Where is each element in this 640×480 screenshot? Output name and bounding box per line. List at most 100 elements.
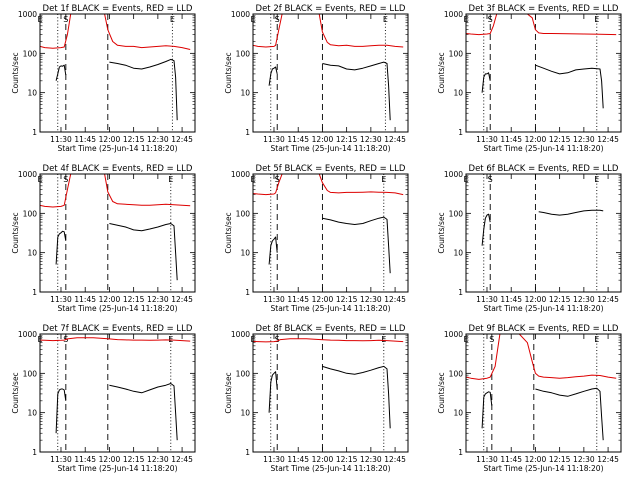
x-tick-label: 12:30	[573, 295, 595, 304]
y-tick-label: 1000	[231, 10, 250, 19]
panel-4: Det 4f BLACK = Events, RED = LLD 1 10 100 10…	[11, 164, 196, 313]
y-tick-label: 10	[240, 249, 250, 258]
panel-9: Det 9f BLACK = Events, RED = LLD 1 10 100 10…	[437, 324, 622, 473]
y-axis-label: Counts/sec	[11, 212, 20, 253]
y-axis-label: Counts/sec	[437, 52, 446, 93]
x-tick-label: 12:45	[597, 455, 619, 464]
x-tick-label: 12:30	[360, 295, 382, 304]
panel-title: Det 1f BLACK = Events, RED = LLD	[43, 4, 193, 14]
marker-label: E	[168, 335, 173, 344]
panel-7: Det 7f BLACK = Events, RED = LLD 1 10 100 10…	[11, 324, 196, 473]
y-axis-label: Counts/sec	[11, 52, 20, 93]
panel-grid: Det 1f BLACK = Events, RED = LLD 1 10 100 10…	[11, 4, 622, 473]
x-axis-label: Start Time (25-Jun-14 11:18:20)	[58, 464, 178, 473]
y-tick-label: 1000	[444, 330, 463, 339]
panel-1: Det 1f BLACK = Events, RED = LLD 1 10 100 10…	[11, 4, 196, 153]
panel-title: Det 9f BLACK = Events, RED = LLD	[469, 324, 619, 334]
x-tick-label: 12:30	[573, 455, 595, 464]
x-tick-label: 11:45	[287, 295, 309, 304]
x-tick-label: 12:45	[171, 135, 193, 144]
x-axis-label: Start Time (25-Jun-14 11:18:20)	[271, 464, 391, 473]
x-tick-label: 12:15	[549, 295, 571, 304]
plot-frame	[39, 173, 196, 293]
y-tick-label: 1	[32, 448, 37, 457]
y-axis-label: Counts/sec	[224, 212, 233, 253]
y-tick-label: 1	[245, 128, 250, 137]
marker-label: S	[63, 175, 68, 184]
series-line-events	[55, 223, 178, 281]
panel-3: Det 3f BLACK = Events, RED = LLD 1 10 100 10…	[437, 4, 622, 153]
y-tick-label: 1000	[18, 170, 37, 179]
x-tick-label: 12:15	[549, 455, 571, 464]
panel-title: Det 3f BLACK = Events, RED = LLD	[469, 4, 619, 14]
marker-label: E	[383, 15, 388, 24]
series-line-events	[481, 64, 604, 109]
series-line-events	[268, 365, 391, 429]
series-line-lld	[466, 14, 617, 36]
x-tick-label: 11:45	[74, 295, 96, 304]
x-tick-label: 12:30	[360, 455, 382, 464]
x-tick-label: 12:15	[123, 135, 145, 144]
x-tick-label: 12:00	[99, 135, 121, 144]
marker-label: S	[275, 175, 280, 184]
y-tick-label: 10	[27, 89, 37, 98]
x-tick-label: 12:00	[312, 455, 334, 464]
plot-frame	[39, 333, 196, 453]
x-tick-label: 11:30	[476, 135, 498, 144]
y-tick-label: 1	[458, 448, 463, 457]
y-axis-label: Counts/sec	[11, 372, 20, 413]
y-axis-label: Counts/sec	[224, 52, 233, 93]
x-tick-label: 12:15	[336, 295, 358, 304]
panel-2: Det 2f BLACK = Events, RED = LLD 1 10 100 10…	[224, 4, 409, 153]
marker-label: E	[170, 15, 175, 24]
x-tick-label: 12:15	[336, 135, 358, 144]
plot-frame	[465, 13, 622, 133]
y-tick-label: 10	[27, 409, 37, 418]
y-axis-label: Counts/sec	[437, 212, 446, 253]
x-tick-label: 12:45	[597, 135, 619, 144]
y-tick-label: 10	[453, 89, 463, 98]
x-tick-label: 11:30	[263, 455, 285, 464]
x-tick-label: 11:45	[74, 455, 96, 464]
x-axis-label: Start Time (25-Jun-14 11:18:20)	[58, 144, 178, 153]
y-tick-label: 10	[240, 89, 250, 98]
x-tick-label: 12:15	[123, 455, 145, 464]
marker-label: E	[594, 335, 599, 344]
y-tick-label: 100	[23, 49, 38, 58]
plot-frame	[465, 333, 622, 453]
y-tick-label: 100	[449, 369, 464, 378]
x-tick-label: 12:15	[123, 295, 145, 304]
x-tick-label: 12:00	[525, 135, 547, 144]
x-tick-label: 11:45	[74, 135, 96, 144]
plot-frame	[39, 13, 196, 133]
series-line-lld	[253, 174, 404, 196]
panel-title: Det 4f BLACK = Events, RED = LLD	[43, 164, 193, 174]
y-tick-label: 100	[23, 369, 38, 378]
x-axis-label: Start Time (25-Jun-14 11:18:20)	[484, 144, 604, 153]
x-axis-label: Start Time (25-Jun-14 11:18:20)	[484, 304, 604, 313]
marker-label: E	[381, 175, 386, 184]
y-tick-label: 1	[245, 448, 250, 457]
marker-label: E	[381, 335, 386, 344]
plot-frame	[252, 333, 409, 453]
series-line-events	[268, 216, 391, 274]
x-tick-label: 12:15	[549, 135, 571, 144]
series-line-lld	[40, 14, 191, 50]
marker-label: E	[594, 15, 599, 24]
marker-label: S	[275, 335, 280, 344]
y-tick-label: 1	[245, 288, 250, 297]
y-tick-label: 1000	[231, 330, 250, 339]
x-tick-label: 12:30	[147, 135, 169, 144]
x-tick-label: 12:45	[171, 295, 193, 304]
marker-label: S	[275, 15, 280, 24]
y-tick-label: 1000	[18, 330, 37, 339]
x-tick-label: 12:45	[171, 455, 193, 464]
y-tick-label: 100	[449, 209, 464, 218]
x-tick-label: 12:30	[147, 455, 169, 464]
x-tick-label: 12:00	[99, 455, 121, 464]
y-tick-label: 1000	[231, 170, 250, 179]
x-axis-label: Start Time (25-Jun-14 11:18:20)	[271, 304, 391, 313]
x-tick-label: 11:30	[50, 295, 72, 304]
panel-8: Det 8f BLACK = Events, RED = LLD 1 10 100 10…	[224, 324, 409, 473]
